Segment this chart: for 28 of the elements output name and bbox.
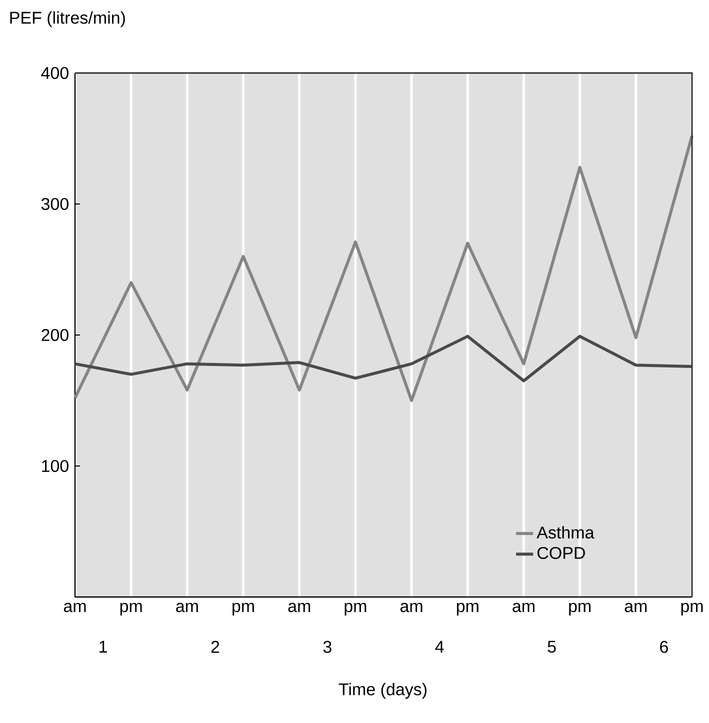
x-tick-label: am xyxy=(400,602,422,612)
y-tick-label: 100 xyxy=(42,460,68,472)
line-series xyxy=(73,134,694,402)
x-tick-label: am xyxy=(176,602,198,612)
x-tick-label: am xyxy=(64,602,86,612)
y-tick-label: 300 xyxy=(41,198,68,210)
x-tick-label: pm xyxy=(568,602,590,616)
text: 1 xyxy=(99,640,107,653)
x-tick-label: am xyxy=(512,602,534,612)
x-tick-label: pm xyxy=(120,602,142,616)
x-tick-label: pm xyxy=(232,602,254,616)
x-tick-label: am xyxy=(624,602,646,612)
text: 5 xyxy=(547,640,556,653)
y-tick-label: 200 xyxy=(41,328,68,342)
x-tick-label: pm xyxy=(456,602,478,616)
y-axis-title: PEF (litres/min) xyxy=(10,11,125,28)
text: 6 xyxy=(660,640,668,653)
x-tick-label: am xyxy=(288,602,310,612)
line-series xyxy=(73,334,694,382)
legend-label: Asthma xyxy=(536,526,594,539)
text: 2 xyxy=(211,640,219,653)
x-axis-title: Time (days) xyxy=(338,682,426,699)
y-tick-label: 400 xyxy=(40,66,68,80)
x-tick-label: pm xyxy=(681,602,702,616)
text: 4 xyxy=(435,640,444,653)
text: 3 xyxy=(323,640,332,653)
x-tick-label: pm xyxy=(344,602,366,616)
legend-label: COPD xyxy=(537,546,585,559)
